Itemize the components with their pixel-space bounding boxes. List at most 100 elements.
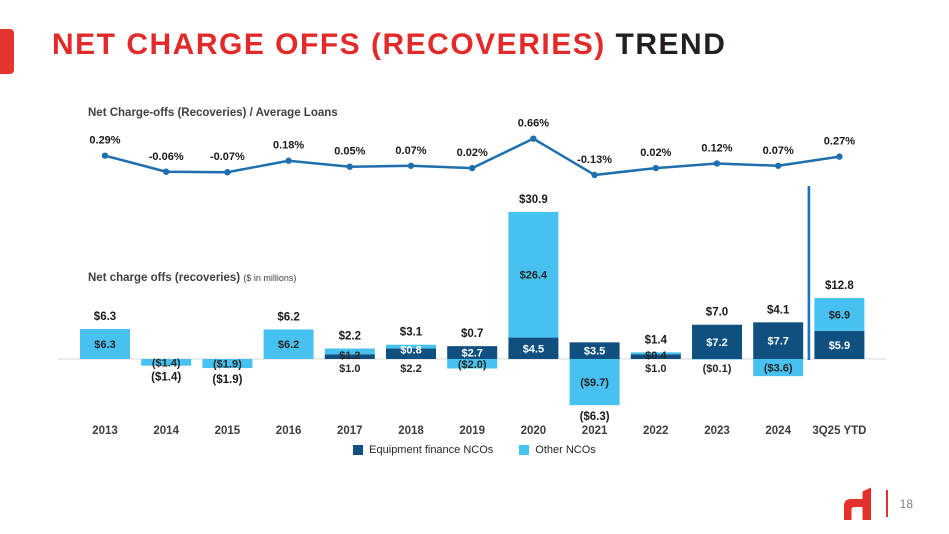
bar-segment-label: $1.2 xyxy=(339,350,360,362)
bar-segment-label: ($3.6) xyxy=(764,363,793,375)
bar-segment-equipment-2021 xyxy=(569,342,620,359)
bar-total-label: $3.1 xyxy=(400,327,423,339)
line-point-2015 xyxy=(224,169,231,176)
bar-segment-label: $7.7 xyxy=(767,336,788,348)
bar-chart-title: Net charge offs (recoveries) ($ in milli… xyxy=(88,272,296,284)
bar-segment-other-2022 xyxy=(630,352,681,355)
bar-total-label: $6.3 xyxy=(94,311,116,323)
x-axis-label-2014: 2014 xyxy=(153,425,179,437)
bar-segment-label: $6.9 xyxy=(829,309,850,321)
x-axis-label-2022: 2022 xyxy=(643,425,669,437)
page-title-main: NET CHARGE OFFS (RECOVERIES) xyxy=(52,28,616,61)
bar-total-label: ($1.9) xyxy=(212,374,242,386)
bar-segment-label: $6.3 xyxy=(94,339,115,351)
footer-divider xyxy=(885,490,888,517)
page-number: 18 xyxy=(899,496,913,511)
line-point-label: 0.05% xyxy=(334,146,365,158)
bar-chart-title-text: Net charge offs (recoveries) xyxy=(88,272,244,284)
legend-label: Equipment finance NCOs xyxy=(369,444,494,456)
line-point-2021 xyxy=(591,171,598,179)
bar-total-label: $1.4 xyxy=(645,334,668,346)
line-point-2017 xyxy=(346,163,353,170)
x-axis-label-2017: 2017 xyxy=(337,425,363,437)
x-axis-label-2020: 2020 xyxy=(521,425,547,437)
bar-segment-label: ($9.7) xyxy=(580,377,609,389)
slide-footer: 18 xyxy=(842,487,913,520)
bar-total-label: $7.0 xyxy=(706,307,728,319)
x-axis-label-3Q25 YTD: 3Q25 YTD xyxy=(812,425,866,437)
bar-segment-label: $2.7 xyxy=(461,348,482,360)
bar-total-label: $12.8 xyxy=(825,280,854,292)
bar-segment-label: ($1.4) xyxy=(152,357,181,369)
bar-segment-other-2017 xyxy=(324,348,375,355)
other-ncos-swatch-icon xyxy=(519,445,530,455)
bar-segment-equipment-2019 xyxy=(447,346,498,359)
line-point-2022 xyxy=(652,164,659,172)
line-point-label: 0.29% xyxy=(89,135,120,147)
line-point-3Q25 YTD xyxy=(836,153,843,160)
bar-segment-other-2019 xyxy=(447,359,498,369)
bar-chart-title-units: ($ in millions) xyxy=(243,273,297,283)
equipment-ncos-swatch-icon xyxy=(353,445,364,455)
bar-segment-label: $7.2 xyxy=(706,337,727,349)
x-axis-label-2013: 2013 xyxy=(92,425,118,437)
bar-total-label: $6.2 xyxy=(277,311,299,323)
bar-segment-label: $5.9 xyxy=(829,340,850,352)
line-point-label: 0.18% xyxy=(273,140,304,152)
line-point-2019 xyxy=(469,164,476,172)
line-point-label: 0.07% xyxy=(763,145,794,157)
x-axis-label-2018: 2018 xyxy=(398,425,424,437)
bar-segment-equipment-2024 xyxy=(753,322,804,359)
chart-legend: Equipment finance NCOs Other NCOs xyxy=(0,444,949,456)
legend-label: Other NCOs xyxy=(535,444,596,456)
x-axis-label-2021: 2021 xyxy=(582,425,608,437)
line-point-label: 0.07% xyxy=(395,145,426,157)
line-point-2016 xyxy=(285,157,292,164)
bar-segment-label: $4.5 xyxy=(523,343,544,355)
bar-segment-label: ($0.1) xyxy=(703,363,732,375)
bar-total-label: $2.2 xyxy=(339,331,361,343)
bar-segment-other-2015 xyxy=(202,359,253,369)
x-axis-label-2015: 2015 xyxy=(215,425,241,437)
bar-segment-other-2018 xyxy=(386,344,436,349)
line-point-2014 xyxy=(163,168,170,175)
line-point-label: -0.06% xyxy=(149,151,184,163)
x-axis-label-2016: 2016 xyxy=(276,425,302,437)
x-axis-label-2019: 2019 xyxy=(459,425,485,437)
line-chart-title: Net Charge-offs (Recoveries) / Average L… xyxy=(88,107,338,119)
title-accent-bar xyxy=(0,29,14,74)
bar-segment-label: $3.5 xyxy=(584,346,605,358)
bar-segment-label: ($2.0) xyxy=(458,359,487,371)
line-point-label: 0.02% xyxy=(640,147,671,159)
line-point-label: -0.07% xyxy=(210,151,245,163)
bar-total-label: ($1.4) xyxy=(151,372,181,384)
line-point-label: -0.13% xyxy=(577,154,612,166)
bar-segment-label: $0.8 xyxy=(400,345,421,357)
company-logo-icon xyxy=(843,487,871,520)
bar-segment-other-2020 xyxy=(508,211,559,338)
bar-segment-equipment-2023 xyxy=(692,324,742,359)
bar-total-label: $4.1 xyxy=(767,304,790,316)
bar-segment-label: $6.2 xyxy=(278,339,299,351)
bar-total-label: ($6.3) xyxy=(580,411,610,423)
bar-segment-other-2013 xyxy=(80,329,130,359)
x-axis-label-2024: 2024 xyxy=(765,425,791,437)
bar-segment-label: $2.2 xyxy=(400,363,421,375)
bar-total-label: $0.7 xyxy=(461,328,483,340)
bar-segment-other-2021 xyxy=(569,359,620,406)
line-point-2018 xyxy=(407,162,415,169)
bar-segment-equipment-2017 xyxy=(324,354,375,359)
bar-total-label: $30.9 xyxy=(519,194,548,206)
bar-segment-equipment-2018 xyxy=(386,348,436,359)
bar-segment-equipment-2020 xyxy=(508,337,559,359)
bar-segment-other-2016 xyxy=(263,329,314,359)
bar-segment-equipment-3Q25 YTD xyxy=(814,330,865,359)
bar-segment-label: $1.0 xyxy=(645,363,666,375)
line-point-label: 0.27% xyxy=(824,136,855,148)
line-point-2020 xyxy=(530,135,537,142)
bar-segment-equipment-2022 xyxy=(630,354,681,359)
legend-item-other-ncos: Other NCOs xyxy=(519,444,596,456)
bar-segment-other-2014 xyxy=(141,359,192,366)
bar-segment-label: $0.4 xyxy=(645,350,667,362)
